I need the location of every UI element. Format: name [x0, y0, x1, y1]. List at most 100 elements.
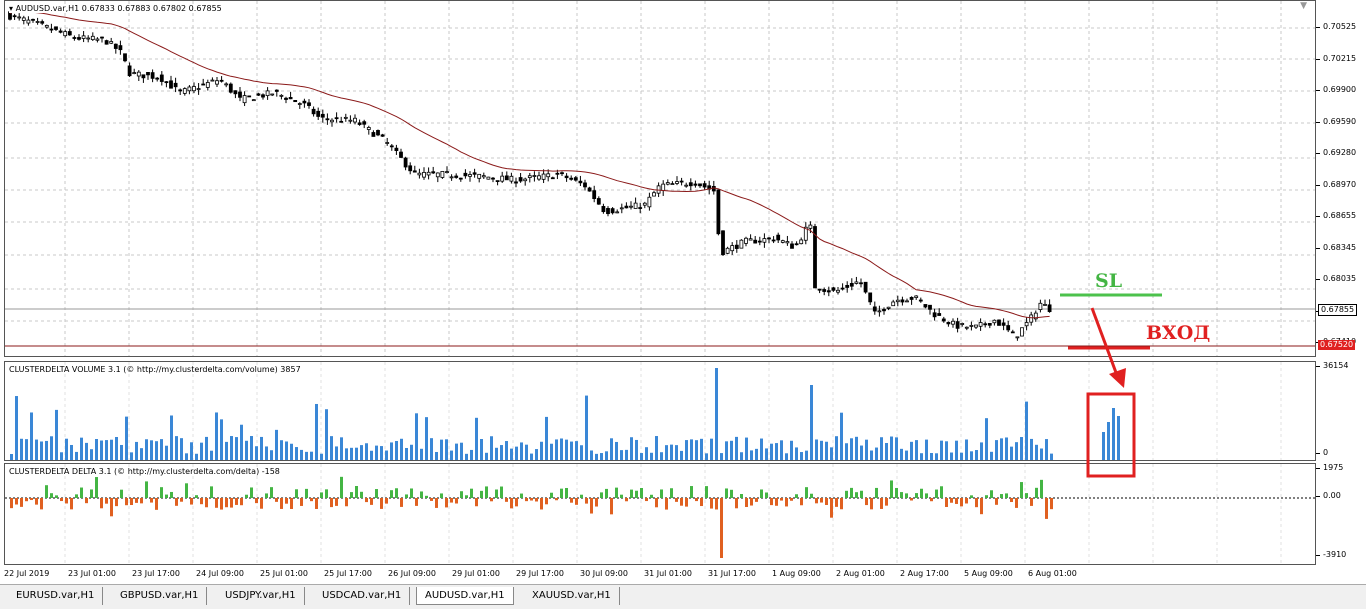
candle-body — [780, 240, 785, 243]
candle-body — [596, 198, 601, 205]
delta-bar — [525, 498, 528, 502]
delta-bar — [160, 487, 163, 498]
candle-body — [969, 325, 974, 327]
delta-bar — [845, 490, 848, 498]
volume-bar — [405, 447, 408, 460]
volume-bar — [865, 439, 868, 460]
volume-bar — [380, 446, 383, 460]
candle-body — [794, 243, 799, 246]
delta-bar — [295, 489, 298, 498]
delta-bar — [190, 498, 193, 505]
candle-body — [192, 86, 196, 92]
delta-bar — [830, 498, 833, 518]
candle-body — [440, 171, 445, 178]
delta-bar — [890, 480, 893, 498]
candle-body — [854, 281, 859, 284]
delta-bar — [650, 494, 653, 498]
volume-bar — [180, 438, 183, 460]
volume-bar — [85, 442, 88, 460]
time-tick: 24 Jul 09:00 — [196, 569, 244, 578]
delta-bar — [575, 498, 578, 505]
price-tick: 0.68345 — [1315, 242, 1357, 252]
delta-bar — [230, 498, 233, 508]
delta-min-label: -3910 — [1315, 550, 1347, 559]
volume-bar — [470, 449, 473, 460]
candle-body — [417, 172, 422, 176]
delta-bar — [590, 498, 593, 514]
volume-bar — [170, 415, 173, 460]
volume-bar — [930, 453, 933, 460]
volume-bar — [635, 439, 638, 460]
tab-usdcad[interactable]: USDCAD.var,H1 — [314, 587, 411, 605]
delta-bar — [530, 498, 533, 501]
candle-body — [495, 180, 500, 183]
price-tick: 0.68970 — [1315, 179, 1357, 189]
time-axis[interactable]: 22 Jul 2019 23 Jul 01:00 23 Jul 17:00 24 Ju… — [4, 565, 1316, 583]
candle-body — [555, 172, 560, 175]
volume-bar — [220, 419, 223, 460]
candle-body — [86, 37, 91, 40]
tab-eurusd[interactable]: EURUSD.var,H1 — [8, 587, 104, 605]
tab-audusd[interactable]: AUDUSD.var,H1 — [416, 587, 514, 605]
tab-gbpusd[interactable]: GBPUSD.var,H1 — [112, 587, 208, 605]
chart-title: ▾ AUDUSD.var,H1 0.67833 0.67883 0.67802 … — [9, 4, 222, 13]
volume-bar — [705, 453, 708, 460]
delta-bar — [35, 498, 38, 505]
candle-body — [49, 28, 54, 31]
candle-body — [688, 182, 693, 187]
delta-bar — [70, 498, 73, 510]
delta-bar — [50, 493, 53, 498]
delta-bar — [180, 498, 183, 502]
candle-body — [238, 91, 242, 98]
candle-body — [527, 175, 532, 178]
candle-body — [569, 177, 574, 180]
delta-bar — [720, 498, 723, 558]
volume-bar — [805, 450, 808, 460]
delta-bar — [255, 498, 258, 504]
delta-bar — [885, 498, 888, 506]
volume-bar — [415, 413, 418, 460]
candle-body — [748, 238, 753, 241]
volume-bar — [775, 443, 778, 460]
tab-usdjpy[interactable]: USDJPY.var,H1 — [217, 587, 305, 605]
candle-body — [509, 175, 514, 182]
volume-bar — [890, 436, 893, 460]
price-chart-pane[interactable]: ▾ AUDUSD.var,H1 0.67833 0.67883 0.67802 … — [4, 0, 1316, 357]
candle-body — [380, 134, 385, 137]
delta-bar — [305, 488, 308, 498]
candle-body — [845, 284, 850, 288]
delta-bar — [360, 491, 363, 498]
candle-body — [251, 99, 256, 102]
delta-bar — [125, 498, 128, 506]
delta-bar — [245, 494, 248, 498]
delta-pane[interactable]: CLUSTERDELTA DELTA 3.1 (© http://my.clus… — [4, 463, 1316, 565]
volume-bar — [200, 442, 203, 460]
delta-bar — [285, 498, 288, 504]
volume-bar — [895, 437, 898, 460]
volume-bar — [410, 444, 413, 460]
symbol-tabs: EURUSD.var,H1 GBPUSD.var,H1 USDJPY.var,H1 U… — [0, 584, 1366, 609]
volume-bar — [185, 453, 188, 460]
delta-bar — [910, 498, 913, 501]
candle-body — [702, 183, 707, 188]
delta-bar — [195, 495, 198, 498]
tab-xauusd[interactable]: XAUUSD.var,H1 — [524, 587, 620, 605]
volume-bar — [525, 444, 528, 460]
delta-bar — [645, 498, 648, 502]
candle-body — [573, 177, 578, 181]
scroll-marker-icon: ▼ — [1300, 1, 1307, 11]
candle-body — [224, 83, 229, 86]
volume-bar — [320, 453, 323, 460]
candle-body — [477, 173, 482, 179]
delta-bar — [600, 492, 603, 498]
candle-body — [849, 283, 854, 287]
volume-bar — [100, 440, 103, 460]
candle-body — [785, 241, 790, 244]
delta-bar — [325, 489, 328, 498]
volume-bar — [295, 447, 298, 460]
volume-bar — [795, 447, 798, 460]
volume-bar — [960, 452, 963, 460]
candle-body — [288, 97, 293, 100]
volume-bar — [10, 453, 13, 460]
volume-pane[interactable]: CLUSTERDELTA VOLUME 3.1 (© http://my.clu… — [4, 361, 1316, 461]
